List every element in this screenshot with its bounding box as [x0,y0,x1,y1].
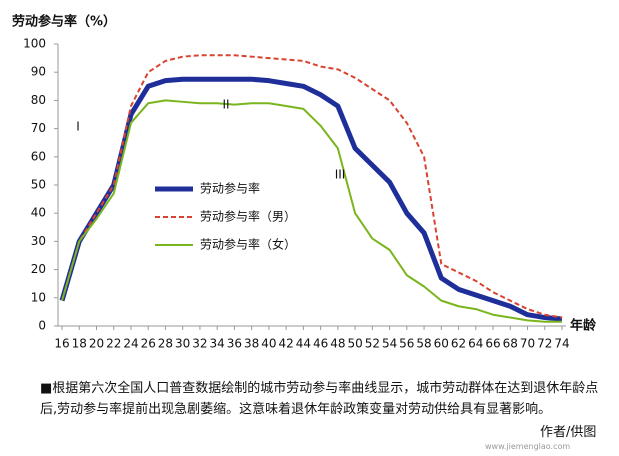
series-line [61,54,563,319]
x-tick-label: 64 [468,337,483,351]
x-tick-label: 18 [72,337,87,351]
y-tick-label: 100 [23,37,46,51]
x-tick-label: 48 [330,337,345,351]
x-tick-label: 20 [89,337,104,351]
x-tick-label: 32 [192,337,207,351]
y-tick-label: 0 [38,319,46,333]
watermark: www.jiemenglao.com [485,442,571,451]
annotation: III [335,168,346,182]
x-tick-label: 44 [296,337,311,351]
x-tick-label: 52 [365,337,380,351]
caption: ■根据第六次全国人口普查数据绘制的城市劳动参与率曲线显示，城市劳动群体在达到退休… [40,381,599,417]
x-tick-label: 24 [123,337,138,351]
y-tick-label: 50 [31,178,46,192]
x-tick-label: 30 [175,337,190,351]
x-tick-label: 58 [416,337,431,351]
annotation: I [76,120,80,134]
y-tick-label: 80 [31,93,46,107]
x-tick-label: 74 [554,337,569,351]
y-tick-label: 70 [31,121,46,135]
x-tick-label: 22 [106,337,121,351]
x-tick-label: 42 [278,337,293,351]
x-tick-label: 38 [244,337,259,351]
x-tick-label: 26 [141,337,156,351]
x-tick-label: 70 [520,337,535,351]
x-tick-label: 54 [382,337,397,351]
x-tick-label: 72 [537,337,552,351]
x-tick-label: 46 [313,337,328,351]
series-line [59,76,563,322]
y-tick-label: 20 [31,262,46,276]
y-tick-label: 40 [31,206,46,220]
x-tick-label: 62 [451,337,466,351]
y-tick-label: 10 [31,290,46,304]
x-tick-label: 36 [227,337,242,351]
legend-label: 劳动参与率 [200,181,260,196]
x-tick-label: 50 [347,337,362,351]
x-title: 年龄 [570,318,597,334]
series-line [61,99,562,323]
x-tick-label: 60 [434,337,449,351]
x-tick-label: 28 [158,337,173,351]
y-title: 劳动参与率（%） [12,14,116,30]
x-tick-label: 16 [54,337,69,351]
x-tick-label: 68 [503,337,518,351]
x-tick-label: 56 [399,337,414,351]
credit: 作者/供图 [540,425,597,440]
legend-label: 劳动参与率（男） [200,209,296,224]
y-tick-label: 90 [31,65,46,79]
y-tick-label: 60 [31,149,46,163]
x-tick-label: 34 [210,337,225,351]
x-tick-label: 40 [261,337,276,351]
legend-label: 劳动参与率（女） [200,237,296,252]
y-tick-label: 30 [31,234,46,248]
annotation: II [222,98,229,112]
x-tick-label: 66 [485,337,500,351]
